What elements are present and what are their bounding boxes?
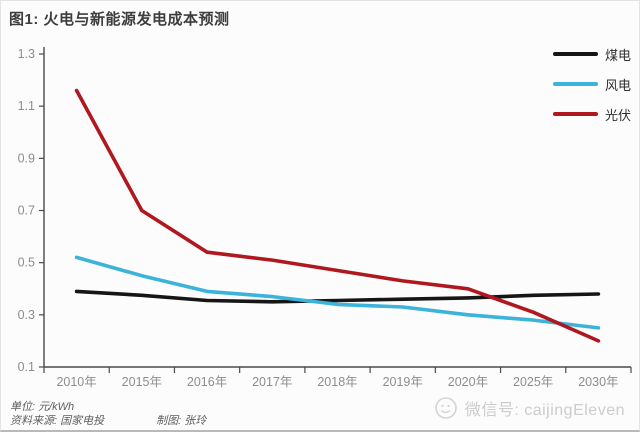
x-tick-label: 2019年 xyxy=(383,375,423,389)
x-tick-label: 2016年 xyxy=(187,375,227,389)
x-tick-label: 2025年 xyxy=(513,375,553,389)
watermark-text: 微信号: caijingEleven xyxy=(464,402,625,419)
y-tick-label: 0.9 xyxy=(18,151,35,165)
watermark: 微信号: caijingEleven xyxy=(433,395,625,421)
coal-line-swatch xyxy=(552,52,598,56)
legend-label-coal: 煤电 xyxy=(604,47,631,63)
x-tick-label: 2015年 xyxy=(122,375,162,389)
y-tick-label: 0.5 xyxy=(18,256,35,270)
x-tick-label: 2030年 xyxy=(578,375,618,389)
y-tick-label: 0.3 xyxy=(18,308,35,322)
author-label: 制图: 张玲 xyxy=(156,415,207,427)
legend-label-wind: 风电 xyxy=(604,77,631,93)
y-tick-label: 0.1 xyxy=(18,360,35,374)
x-tick-label: 2018年 xyxy=(317,375,357,389)
legend: 煤电 风电 光伏 xyxy=(552,45,631,123)
x-tick-label: 2017年 xyxy=(252,375,292,389)
legend-item-solar: 光伏 xyxy=(552,105,631,123)
legend-item-wind: 风电 xyxy=(552,75,631,93)
chart-footer: 单位: 元/kWh 资料来源: 国家电投 制图: 张玲 xyxy=(10,400,206,428)
y-tick-label: 1.1 xyxy=(18,99,35,113)
legend-item-coal: 煤电 xyxy=(552,45,631,63)
wind-line xyxy=(74,255,601,330)
wechat-icon xyxy=(435,397,457,419)
source-label: 资料来源: 国家电投 xyxy=(10,415,105,427)
chart-title: 图1: 火电与新能源发电成本预测 xyxy=(9,11,230,28)
y-tick-label: 0.7 xyxy=(18,204,35,218)
x-tick-label: 2010年 xyxy=(56,375,96,389)
solar-line xyxy=(74,88,601,343)
wind-line-swatch xyxy=(552,82,598,86)
x-tick-label: 2020年 xyxy=(448,375,488,389)
legend-label-solar: 光伏 xyxy=(604,107,631,123)
y-tick-label: 1.3 xyxy=(18,47,35,61)
coal-line xyxy=(74,289,601,304)
unit-label: 单位: 元/kWh xyxy=(10,401,75,413)
solar-line-swatch xyxy=(552,112,598,116)
